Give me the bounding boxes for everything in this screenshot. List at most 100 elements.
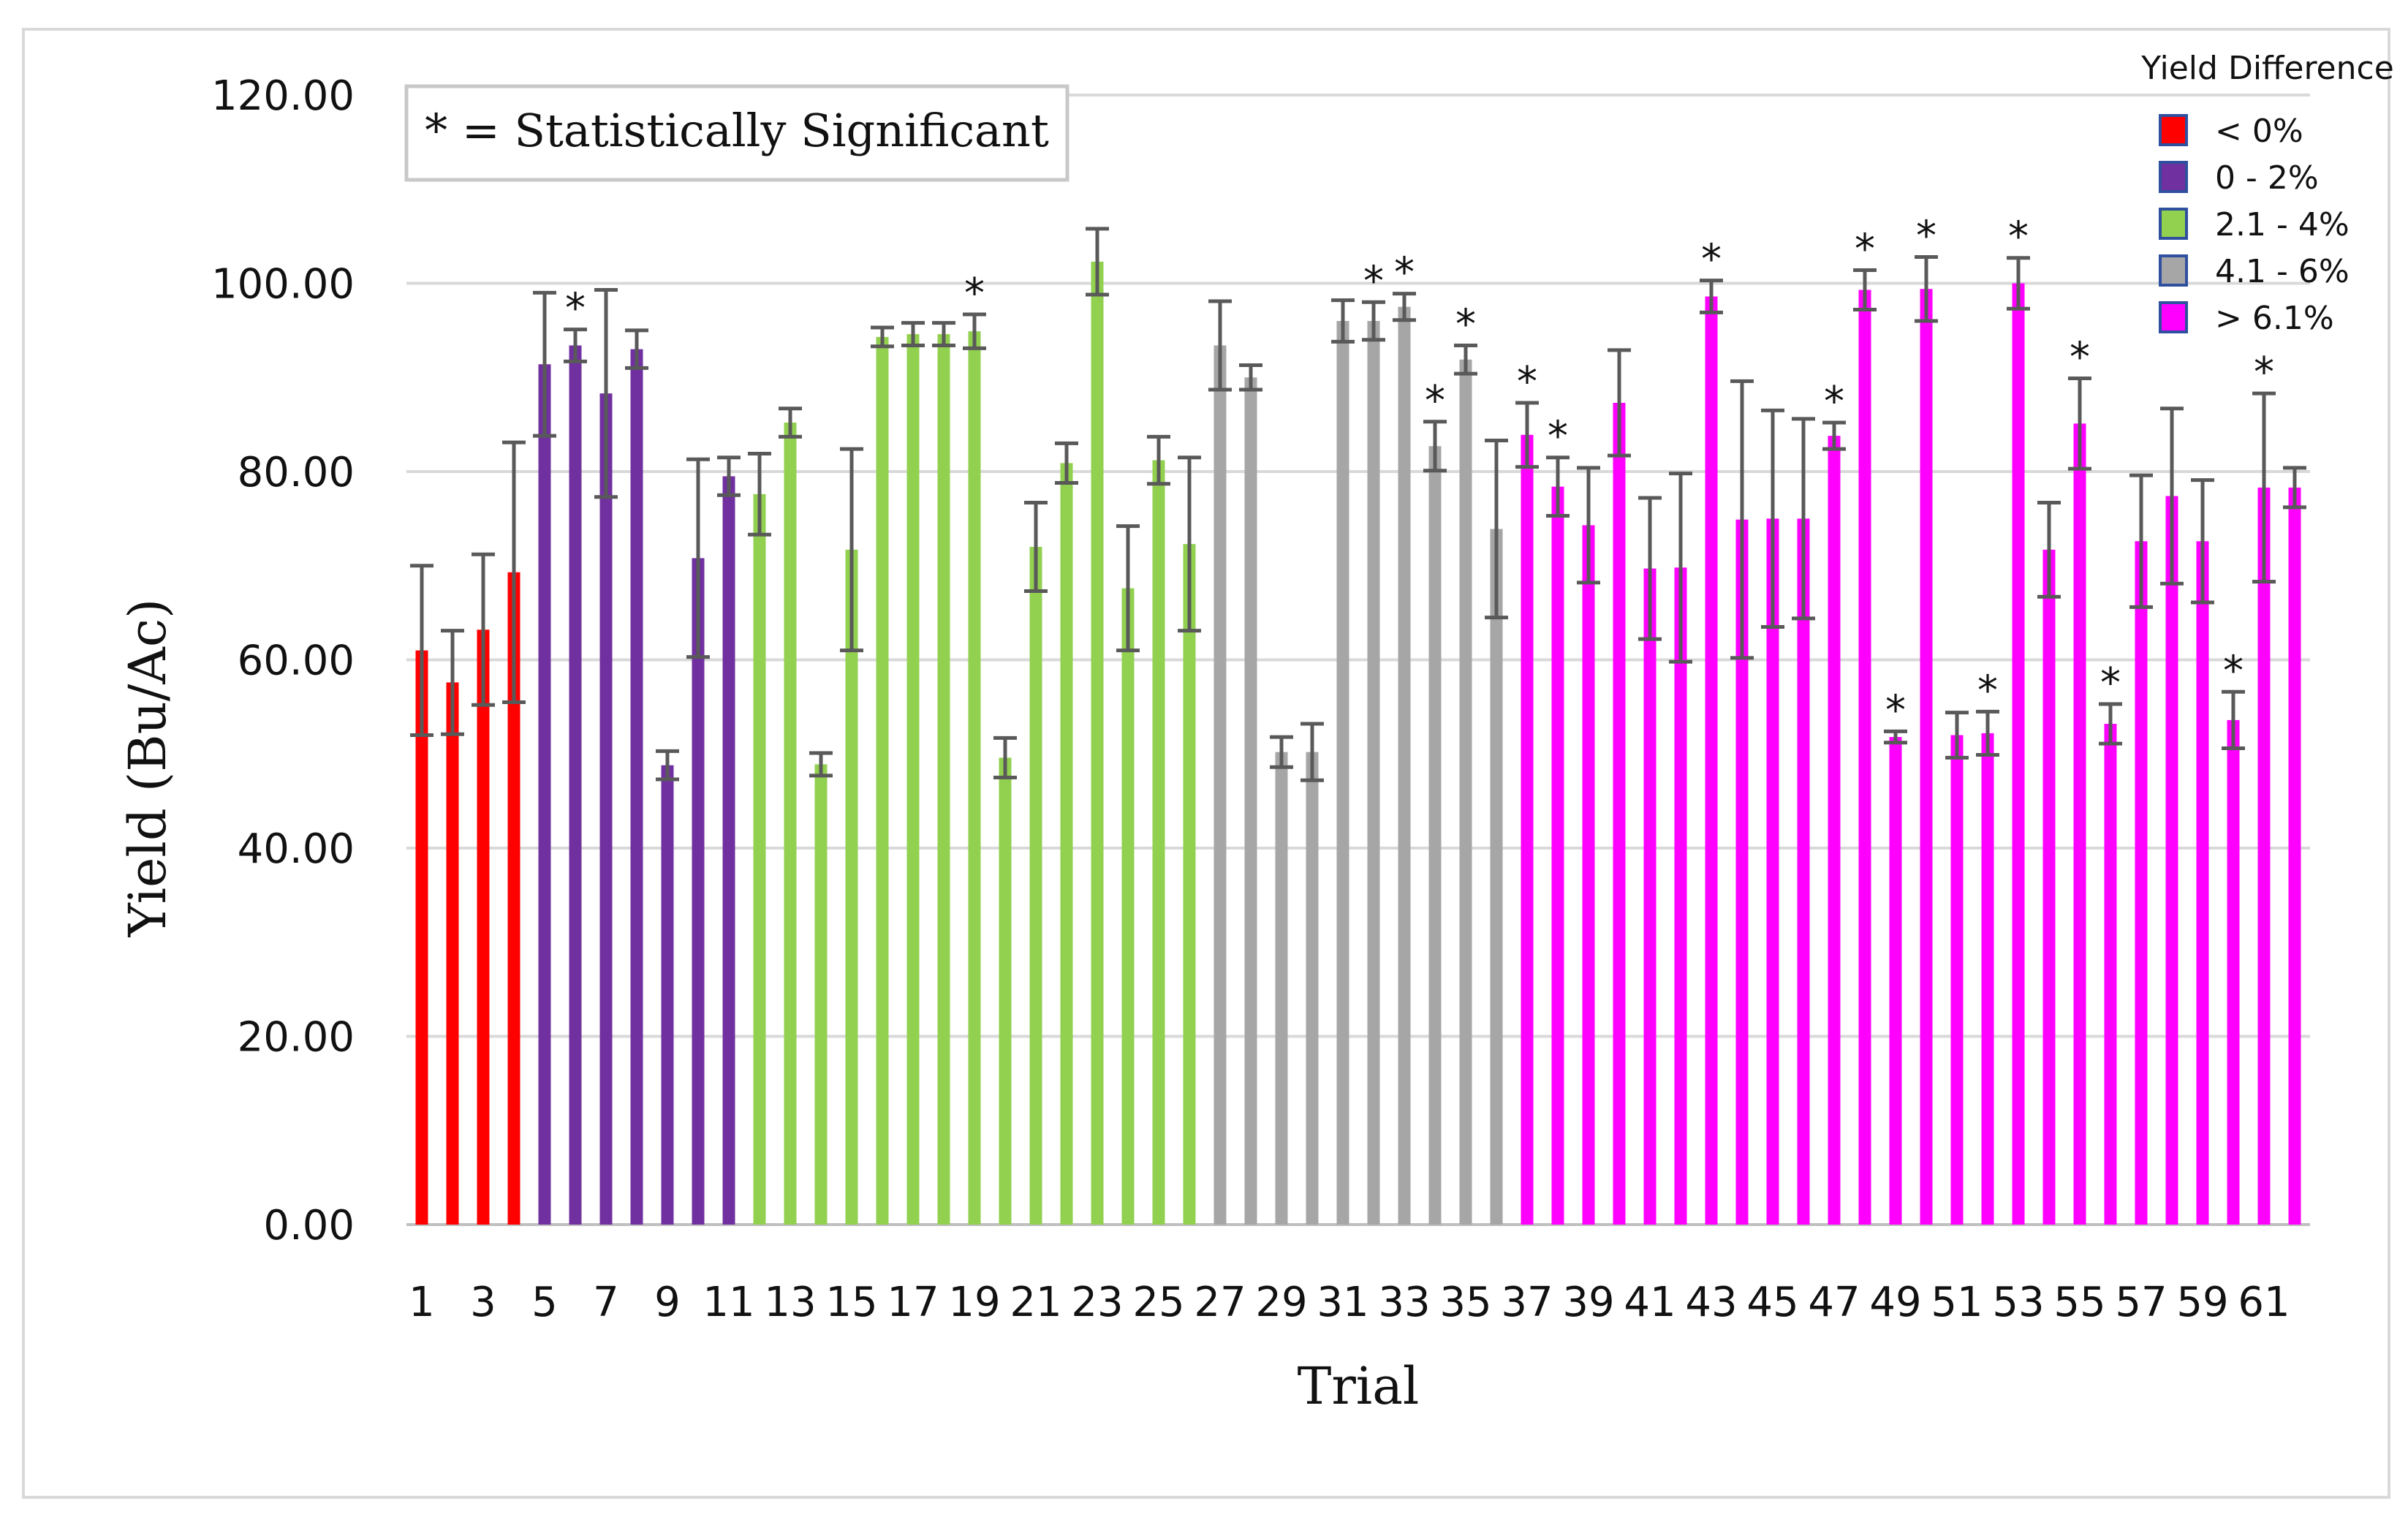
error-bar [625,328,648,370]
error-bar [1915,254,1938,323]
error-bar [1024,500,1048,594]
bar [1459,359,1472,1225]
bar [2257,487,2271,1225]
x-tick-label: 55 [2053,1279,2105,1326]
y-tick-label: 40.00 [238,825,355,873]
x-axis-title: Trial [1298,1356,1420,1416]
significance-markers: * * * ************** ** [565,212,2274,734]
error-bar [1239,363,1262,392]
bar [814,764,828,1225]
error-bar [1546,455,1570,518]
error-bar [1700,279,1723,314]
significance-star: * [1824,378,1844,426]
bar [599,393,613,1225]
bar [1275,752,1288,1225]
bar [1613,403,1626,1225]
x-tick-label: 11 [703,1279,754,1326]
error-bar [2160,406,2184,586]
bar [1398,306,1411,1225]
x-tick-label: 33 [1378,1279,1430,1326]
significance-star: * [1363,257,1384,305]
y-tick-label: 80.00 [238,449,355,496]
y-tick-label: 100.00 [211,261,355,309]
bar [753,493,766,1225]
legend-swatch [2159,301,2188,333]
x-tick-label: 31 [1317,1279,1368,1326]
x-tick-label: 57 [2115,1279,2167,1326]
bar [1551,486,1564,1225]
bar [1428,446,1442,1225]
error-bar [1730,379,1754,660]
bar [1091,261,1104,1225]
bar [507,572,520,1225]
bar [2135,541,2148,1225]
error-bar [2007,256,2030,311]
legend-label: 2.1 - 4% [2215,206,2350,243]
error-bar [2283,466,2306,510]
legend-item: > 6.1% [2159,300,2334,337]
error-bar [2068,377,2091,471]
x-tick-label: 9 [654,1279,681,1326]
bar [845,549,858,1225]
bar [2012,283,2025,1225]
error-bar [779,406,802,439]
bar [906,334,920,1225]
bar [569,345,582,1225]
error-bar [1822,420,1846,451]
x-tick-label: 59 [2176,1279,2228,1326]
error-bar [1976,709,1999,757]
error-bar [1055,441,1078,485]
x-tick-label: 43 [1685,1279,1737,1326]
bar [1214,345,1227,1225]
error-bar [1208,299,1232,392]
error-bar [1884,729,1907,745]
error-bar [1577,466,1600,585]
bar [538,364,551,1225]
significance-note-box [404,84,1069,182]
error-bar [1086,227,1109,297]
bar [1336,321,1349,1225]
x-tick-label: 21 [1010,1279,1061,1326]
error-bar [564,328,587,363]
legend-label: 4.1 - 6% [2215,253,2350,290]
x-axis-ticks: 1 3 5 7 9 11 13 15 17 19 21 23 25 27 29 31 33 35 37 39 41 43 4… [409,1279,2290,1326]
error-bar [1454,343,1477,376]
y-tick-label: 60.00 [238,638,355,685]
bar [722,476,735,1225]
bar [1121,588,1135,1225]
x-tick-label: 41 [1624,1279,1676,1326]
bar [1766,518,1779,1225]
bar [1674,567,1687,1225]
x-tick-label: 13 [764,1279,816,1326]
error-bar [809,751,833,778]
significance-star: * [565,285,586,333]
bar [1582,525,1595,1225]
x-tick-label: 23 [1071,1279,1123,1326]
error-bar [1362,300,1385,342]
y-tick-label: 0.00 [263,1202,355,1249]
legend-label: > 6.1% [2215,300,2334,337]
error-bar [717,455,741,497]
significance-star: * [1701,236,1722,284]
x-tick-label: 7 [593,1279,619,1326]
significance-star: * [1548,413,1568,461]
bar [2165,496,2178,1225]
x-tick-label: 5 [531,1279,558,1326]
y-tick-label: 20.00 [238,1014,355,1062]
x-tick-label: 15 [825,1279,877,1326]
x-tick-label: 1 [409,1279,435,1326]
legend-swatch [2159,208,2188,240]
bar [1060,463,1073,1225]
legend-item: 4.1 - 6% [2159,253,2350,290]
x-tick-label: 35 [1439,1279,1491,1326]
error-bar [410,564,433,737]
error-bar [1300,722,1324,782]
error-bar [963,312,986,350]
significance-star: * [2223,647,2244,695]
legend-title: Yield Difference [2140,50,2394,87]
bar [1735,519,1749,1225]
bar [999,757,1012,1225]
bar [661,765,674,1225]
error-bar [2191,478,2214,605]
error-bar [1761,408,1784,629]
